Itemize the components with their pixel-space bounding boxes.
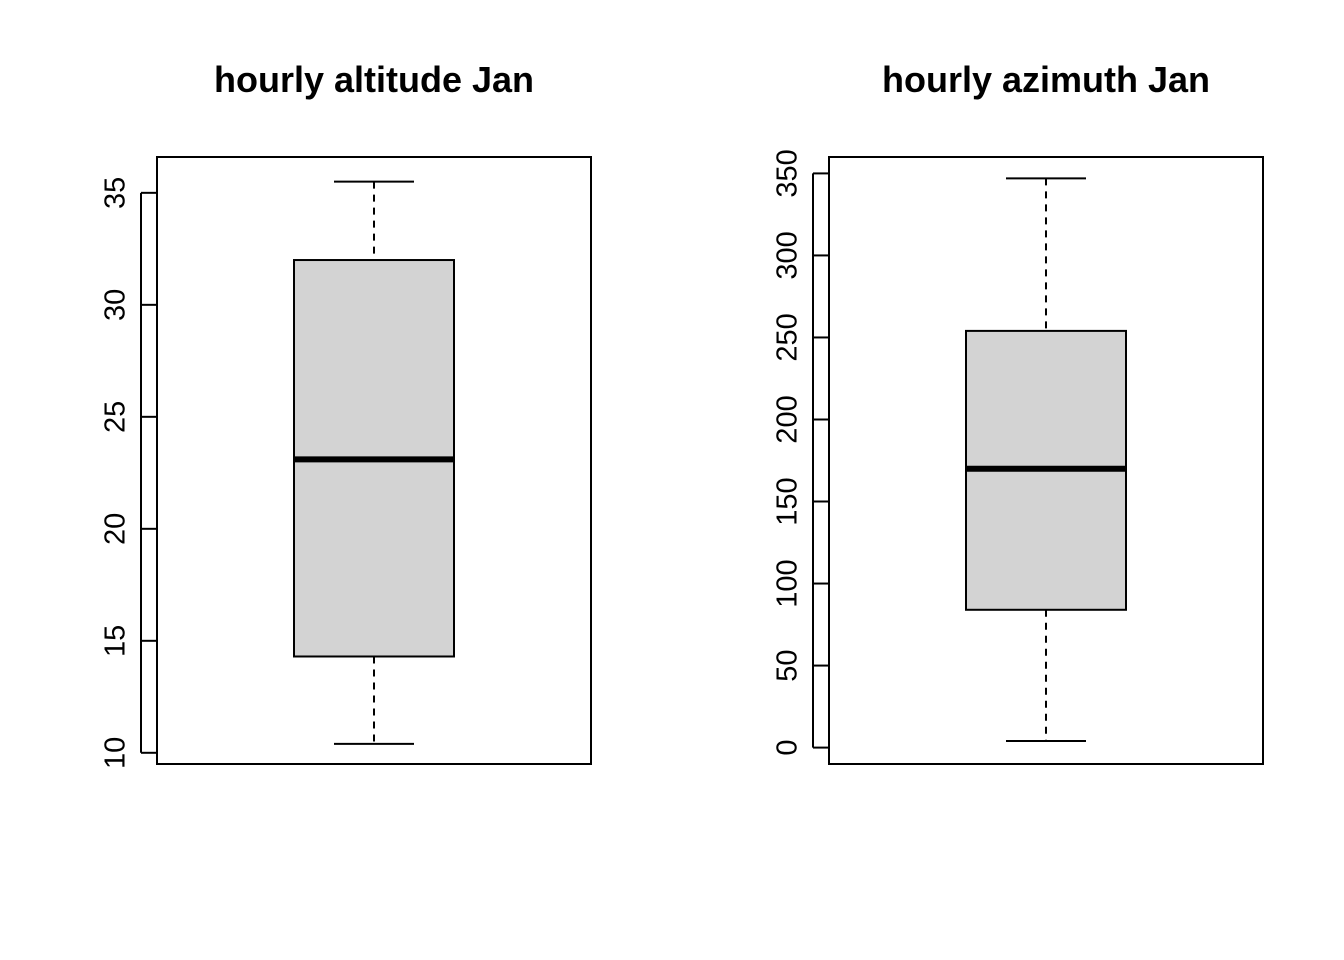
altitude-y-tick-label-30: 30 — [100, 289, 132, 321]
azimuth-plot-frame — [828, 156, 1264, 765]
azimuth-y-tick-label-100: 100 — [772, 559, 804, 607]
azimuth-y-tick-label-50: 50 — [772, 649, 804, 681]
azimuth-chart-title: hourly azimuth Jan — [882, 59, 1210, 100]
azimuth-y-tick-label-150: 150 — [772, 477, 804, 525]
altitude-y-tick-label-10: 10 — [100, 737, 132, 769]
altitude-y-tick-label-15: 15 — [100, 625, 132, 657]
azimuth-boxplot-panel: hourly azimuth Jan 0 50 100 150 200 250 300 350 — [772, 59, 1264, 765]
azimuth-y-tick-label-200: 200 — [772, 395, 804, 443]
azimuth-y-tick-label-250: 250 — [772, 313, 804, 361]
altitude-y-tick-label-25: 25 — [100, 401, 132, 433]
azimuth-y-tick-label-350: 350 — [772, 149, 804, 197]
azimuth-y-tick-label-300: 300 — [772, 231, 804, 279]
altitude-chart-title: hourly altitude Jan — [214, 59, 534, 100]
azimuth-y-tick-label-0: 0 — [772, 740, 804, 756]
altitude-y-tick-label-20: 20 — [100, 513, 132, 545]
altitude-boxplot-panel: hourly altitude Jan 10 15 20 25 30 35 — [100, 59, 592, 769]
altitude-y-tick-label-35: 35 — [100, 177, 132, 209]
altitude-plot-frame — [156, 156, 592, 765]
